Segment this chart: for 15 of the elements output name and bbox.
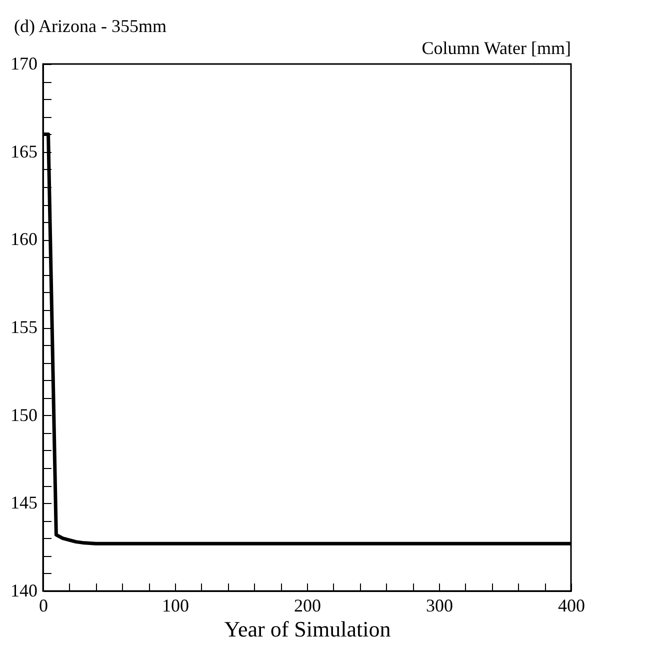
y-tick-label: 170 bbox=[10, 54, 38, 74]
y-tick-label: 140 bbox=[10, 580, 38, 600]
y-tick-label: 150 bbox=[10, 404, 38, 425]
y-tick-label: 155 bbox=[10, 317, 38, 337]
x-tick-label: 0 bbox=[39, 596, 48, 616]
x-tick-label: 300 bbox=[426, 596, 453, 616]
text: Column Water [mm] bbox=[422, 38, 571, 58]
y-tick-label: 145 bbox=[10, 492, 38, 513]
x-tick-label: 100 bbox=[162, 596, 189, 616]
x-axis-title: Year of Simulation bbox=[224, 616, 391, 642]
x-tick-label: 400 bbox=[558, 596, 585, 616]
y-tick-label: 160 bbox=[10, 229, 38, 250]
x-tick-label: 200 bbox=[294, 596, 321, 616]
y-tick-label: 165 bbox=[10, 141, 38, 162]
chart-title: (d) Arizona - 355mm bbox=[14, 16, 166, 36]
